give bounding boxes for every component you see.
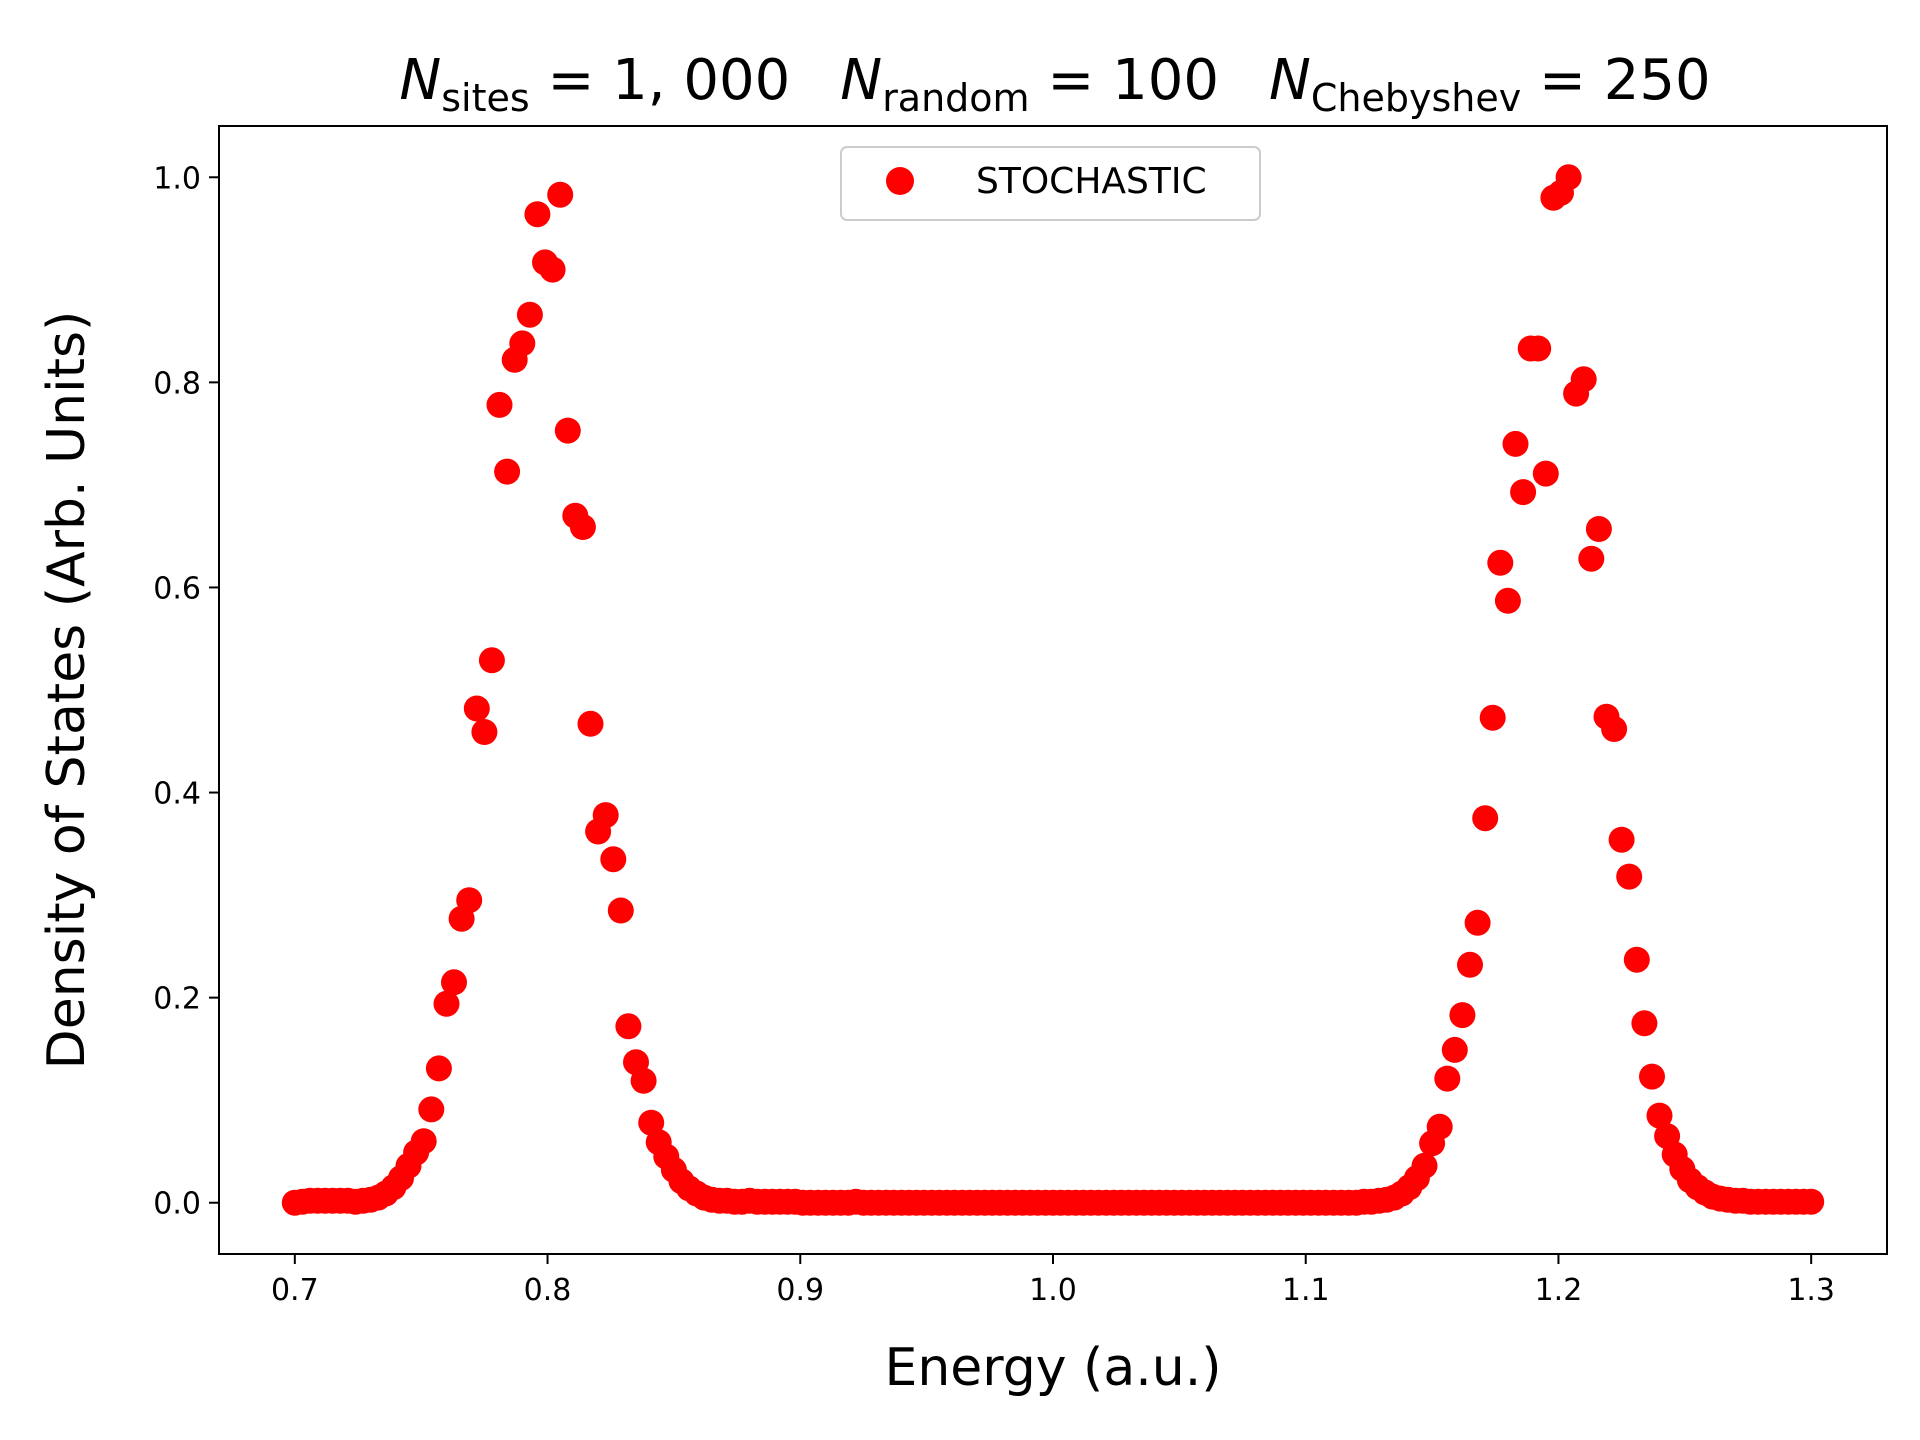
data-point bbox=[471, 719, 498, 745]
data-point bbox=[600, 846, 627, 873]
x-axis-label: Energy (a.u.) bbox=[884, 1338, 1221, 1398]
y-axis-ticks: 0.0 0.2 0.4 0.6 0.8 1.0 bbox=[153, 161, 219, 1222]
data-point bbox=[1494, 587, 1521, 614]
data-point bbox=[463, 695, 490, 722]
title-var-2: N bbox=[1269, 48, 1311, 113]
y-tick-label: 0.6 bbox=[153, 571, 201, 606]
data-point bbox=[638, 1109, 665, 1136]
title-sub-1: random bbox=[882, 76, 1029, 120]
data-point bbox=[577, 710, 604, 737]
data-point bbox=[486, 391, 513, 418]
data-point bbox=[433, 990, 460, 1017]
data-point bbox=[547, 181, 574, 208]
data-point bbox=[1623, 946, 1650, 973]
y-tick-label: 0.0 bbox=[153, 1187, 201, 1222]
data-point bbox=[1646, 1102, 1673, 1129]
data-point bbox=[441, 969, 467, 996]
data-point bbox=[1585, 516, 1612, 542]
data-point bbox=[1457, 951, 1483, 978]
legend-marker bbox=[886, 167, 914, 195]
data-point bbox=[1426, 1113, 1453, 1140]
y-axis-label: Density of States (Arb. Units) bbox=[37, 311, 97, 1070]
y-tick-label: 0.2 bbox=[153, 982, 201, 1017]
data-point bbox=[1487, 549, 1514, 576]
data-point bbox=[1479, 704, 1506, 731]
x-tick-label: 1.1 bbox=[1282, 1273, 1330, 1308]
y-tick-label: 1.0 bbox=[153, 161, 201, 196]
data-point bbox=[554, 417, 581, 444]
data-point bbox=[539, 256, 566, 283]
title-value-0: = 1, 000 bbox=[530, 48, 791, 113]
data-point bbox=[1639, 1063, 1665, 1090]
y-tick-label: 0.4 bbox=[153, 777, 201, 812]
plot-frame bbox=[218, 125, 1888, 1255]
data-point bbox=[1472, 805, 1499, 832]
data-point bbox=[1441, 1036, 1468, 1063]
legend-label: STOCHASTIC bbox=[976, 161, 1207, 202]
x-tick-label: 1.2 bbox=[1535, 1273, 1583, 1308]
x-tick-label: 0.7 bbox=[271, 1273, 319, 1308]
x-tick-label: 0.8 bbox=[524, 1273, 572, 1308]
data-point bbox=[1411, 1152, 1438, 1179]
data-point bbox=[456, 887, 483, 914]
data-point bbox=[418, 1096, 445, 1123]
data-point bbox=[1608, 826, 1635, 853]
data-point bbox=[1631, 1010, 1658, 1037]
data-point bbox=[410, 1128, 437, 1155]
data-point bbox=[1502, 430, 1529, 457]
legend: STOCHASTIC bbox=[840, 146, 1261, 221]
title-value-1: = 100 bbox=[1030, 48, 1219, 113]
data-point bbox=[1570, 366, 1597, 393]
legend-box bbox=[840, 146, 1261, 221]
chart-title: Nsites = 1, 000 Nrandom = 100 NChebyshev =… bbox=[399, 48, 1710, 120]
title-var-1: N bbox=[840, 48, 882, 113]
x-axis-ticks: 0.7 0.8 0.9 1.0 1.1 1.2 1.3 bbox=[271, 1254, 1835, 1308]
data-point bbox=[569, 514, 596, 540]
data-point bbox=[1525, 335, 1552, 362]
title-value-2: = 250 bbox=[1521, 48, 1710, 113]
x-tick-label: 0.9 bbox=[776, 1273, 824, 1308]
data-point bbox=[1464, 909, 1491, 936]
x-tick-label: 1.3 bbox=[1787, 1273, 1835, 1308]
title-var-0: N bbox=[399, 48, 441, 113]
data-point bbox=[1555, 164, 1582, 191]
data-point bbox=[1616, 863, 1643, 890]
data-point bbox=[615, 1013, 642, 1040]
data-point bbox=[1449, 1002, 1476, 1029]
data-point bbox=[478, 647, 505, 674]
title-sub-2: Chebyshev bbox=[1311, 76, 1521, 120]
title-sub-0: sites bbox=[441, 76, 529, 120]
data-point bbox=[607, 897, 634, 924]
data-point bbox=[1532, 460, 1559, 487]
data-point bbox=[630, 1067, 657, 1094]
data-point bbox=[592, 802, 619, 829]
y-tick-label: 0.8 bbox=[153, 366, 201, 401]
data-point bbox=[1798, 1188, 1825, 1215]
data-point bbox=[494, 458, 521, 485]
x-tick-label: 1.0 bbox=[1029, 1273, 1077, 1308]
data-point bbox=[425, 1055, 452, 1082]
data-point bbox=[1510, 479, 1537, 506]
data-point bbox=[1434, 1065, 1461, 1092]
data-point bbox=[1601, 716, 1628, 742]
data-point bbox=[516, 301, 543, 328]
data-point bbox=[524, 201, 551, 228]
data-point bbox=[1578, 545, 1605, 572]
scatter-points bbox=[281, 164, 1825, 1216]
data-point bbox=[509, 330, 536, 357]
